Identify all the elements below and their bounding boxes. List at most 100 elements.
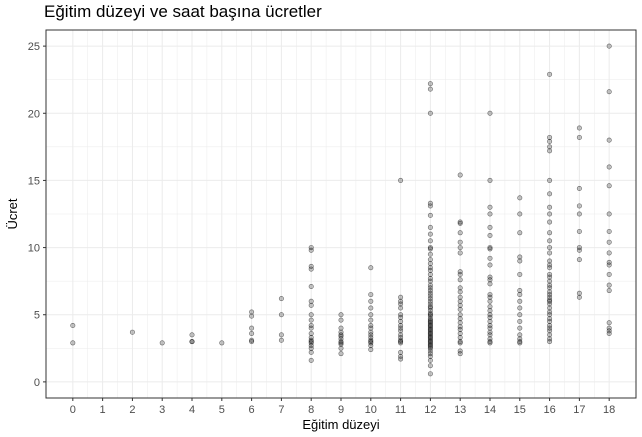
data-point [487, 294, 493, 300]
data-point [368, 298, 374, 304]
data-point [338, 332, 344, 338]
data-point [547, 219, 553, 225]
data-point [398, 177, 404, 183]
data-point [427, 312, 433, 318]
data-point [427, 308, 433, 314]
x-tick-label: 15 [514, 404, 526, 416]
data-point [368, 317, 374, 323]
data-point [427, 345, 433, 351]
data-point [517, 339, 523, 345]
data-point [606, 239, 612, 245]
data-point [457, 331, 463, 337]
data-point [606, 262, 612, 268]
data-point [398, 301, 404, 307]
data-point [427, 275, 433, 281]
data-point [338, 339, 344, 345]
data-point [547, 298, 553, 304]
data-point [457, 312, 463, 318]
data-point [427, 86, 433, 92]
data-point [547, 297, 553, 303]
data-point [547, 328, 553, 334]
data-point [427, 203, 433, 209]
data-point [338, 317, 344, 323]
data-point [457, 277, 463, 283]
data-point [576, 211, 582, 217]
data-point [547, 245, 553, 251]
data-point [398, 312, 404, 318]
data-point [457, 335, 463, 341]
x-tick-label: 4 [189, 404, 195, 416]
data-point [427, 318, 433, 324]
data-point [398, 328, 404, 334]
data-point [576, 247, 582, 253]
data-point [547, 278, 553, 284]
data-point [427, 257, 433, 263]
data-point [547, 322, 553, 328]
data-point [338, 351, 344, 357]
data-point [249, 331, 255, 337]
data-point [70, 340, 76, 346]
data-point [457, 320, 463, 326]
data-point [308, 284, 314, 290]
data-point [606, 211, 612, 217]
data-point [517, 211, 523, 217]
y-tick-label: 5 [34, 310, 40, 322]
data-point [457, 316, 463, 322]
data-point [249, 313, 255, 319]
data-point [547, 265, 553, 271]
data-point [398, 305, 404, 311]
data-point [427, 238, 433, 244]
data-point [457, 239, 463, 245]
data-point [368, 332, 374, 338]
data-point [517, 292, 523, 298]
data-point [368, 347, 374, 353]
data-point [547, 250, 553, 256]
data-point [606, 43, 612, 49]
x-tick-label: 12 [424, 404, 436, 416]
data-point [398, 314, 404, 320]
data-point [427, 305, 433, 311]
data-point [457, 245, 463, 251]
data-point [427, 316, 433, 322]
data-point [547, 336, 553, 342]
data-point [427, 351, 433, 357]
data-point [427, 224, 433, 230]
data-point [308, 345, 314, 351]
data-point [606, 228, 612, 234]
data-point [427, 337, 433, 343]
data-point [606, 271, 612, 277]
data-point [427, 296, 433, 302]
data-point [427, 301, 433, 307]
data-point [368, 340, 374, 346]
data-point [517, 305, 523, 311]
data-point [308, 331, 314, 337]
data-point [547, 339, 553, 345]
data-point [398, 337, 404, 343]
data-point [427, 110, 433, 116]
data-point [576, 203, 582, 209]
data-point [487, 336, 493, 342]
data-point [487, 339, 493, 345]
data-point [606, 259, 612, 265]
data-point [427, 246, 433, 252]
data-point [547, 230, 553, 236]
data-point [487, 255, 493, 261]
data-point [427, 357, 433, 363]
data-point [547, 316, 553, 322]
data-point [368, 292, 374, 298]
data-point [517, 271, 523, 277]
data-point [427, 320, 433, 326]
data-point [487, 274, 493, 280]
data-point [368, 335, 374, 341]
data-point [249, 337, 255, 343]
data-point [606, 288, 612, 294]
data-point [487, 318, 493, 324]
data-point [219, 340, 225, 346]
data-point [189, 332, 195, 338]
data-point [547, 294, 553, 300]
x-tick-label: 3 [159, 404, 165, 416]
data-point [368, 322, 374, 328]
data-point [487, 329, 493, 335]
data-point [547, 204, 553, 210]
